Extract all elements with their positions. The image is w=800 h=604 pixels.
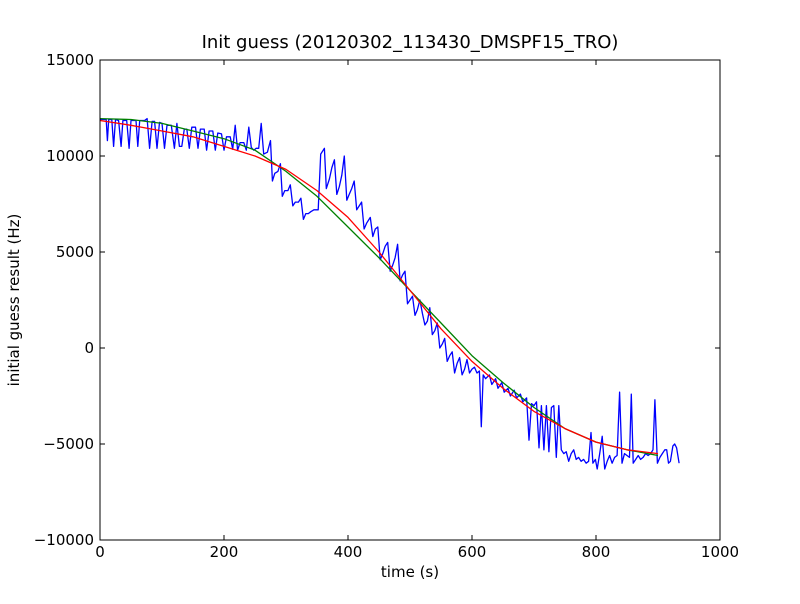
x-axis-label: time (s) — [381, 563, 439, 581]
series-layer — [99, 117, 680, 470]
x-tick-label: 800 — [582, 543, 611, 561]
y-tick-label: 10000 — [46, 147, 94, 165]
plot-frame — [99, 59, 721, 541]
y-tick-label: −10000 — [34, 531, 94, 549]
series-line-3 — [99, 119, 659, 455]
y-tick-label: −5000 — [43, 435, 94, 453]
y-tick-label: 5000 — [56, 243, 94, 261]
chart-title: Init guess (20120302_113430_DMSPF15_TRO) — [202, 32, 619, 53]
tick-layer: 0 200 400 600 800 1000 −10000 −5000 0 5000 10000 15… — [34, 51, 739, 561]
y-axis-label: initial guess result (Hz) — [5, 214, 23, 387]
y-tick-label: 0 — [84, 339, 94, 357]
x-tick-label: 200 — [210, 543, 239, 561]
x-tick-label: 400 — [334, 543, 363, 561]
x-tick-label: 1000 — [701, 543, 739, 561]
x-tick-label: 600 — [458, 543, 487, 561]
x-tick-label: 0 — [95, 543, 105, 561]
y-tick-label: 15000 — [46, 51, 94, 69]
